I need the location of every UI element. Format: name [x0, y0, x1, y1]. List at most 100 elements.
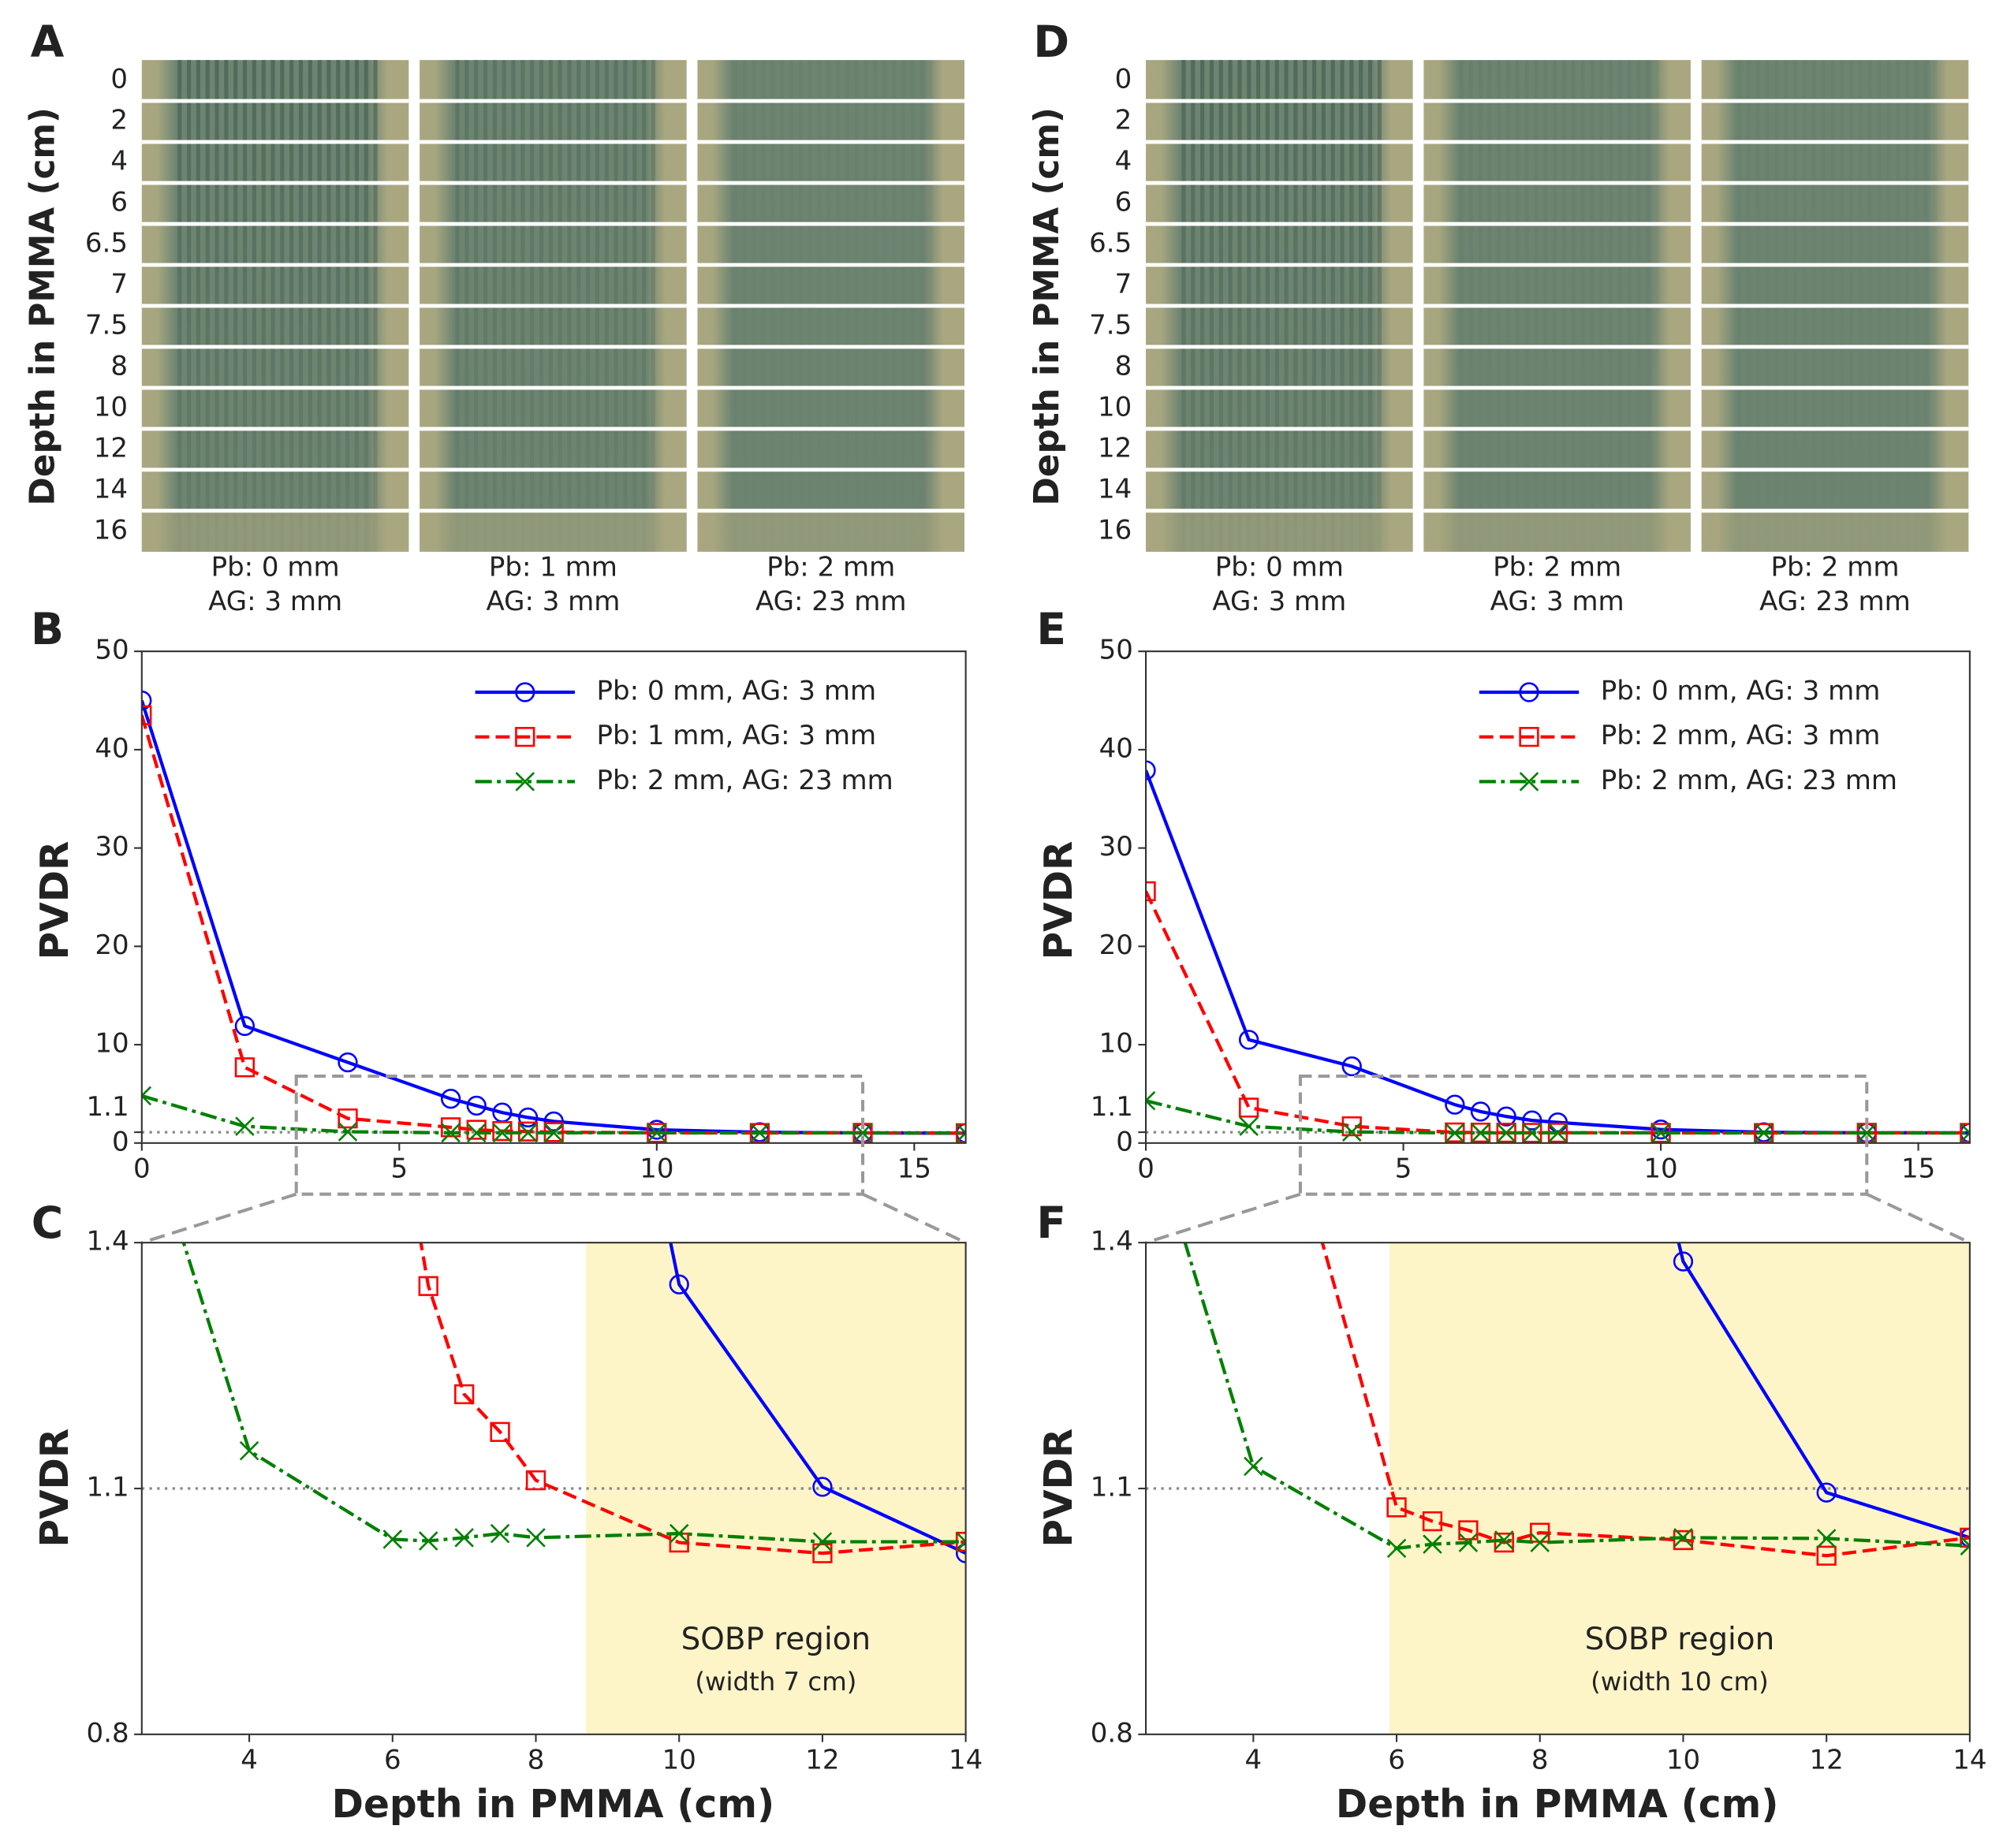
x-tick-label: 12	[1810, 1744, 1844, 1775]
x-tick-label: 5	[1395, 1153, 1412, 1184]
y-tick-label: 7	[110, 268, 128, 300]
data-point	[454, 1528, 474, 1548]
y-tick-label: 40	[1099, 732, 1133, 764]
data-point	[418, 1531, 438, 1551]
data-point	[956, 1543, 966, 1563]
column-label: Pb: 2 mm	[1770, 551, 1899, 583]
data-point	[418, 1276, 438, 1296]
data-point	[490, 1523, 510, 1544]
data-point	[812, 1532, 833, 1552]
legend-label: Pb: 1 mm, AG: 3 mm	[596, 720, 876, 751]
y-tick-label: 40	[95, 732, 129, 764]
zoom-connector	[1866, 1192, 1971, 1244]
data-point	[1673, 1529, 1694, 1551]
film-tail	[1423, 510, 1691, 552]
data-point	[1960, 1123, 1970, 1143]
y-tick-label: 8	[110, 350, 128, 382]
legend-label: Pb: 2 mm, AG: 23 mm	[596, 765, 893, 796]
data-point	[1471, 1123, 1490, 1143]
data-point	[1386, 1497, 1407, 1518]
data-point	[467, 1123, 487, 1143]
x-tick-label: 10	[662, 1744, 696, 1775]
legend-marker	[1519, 772, 1539, 792]
data-point	[956, 1123, 966, 1143]
film-tail	[697, 510, 965, 552]
data-point	[1244, 1456, 1263, 1477]
x-tick-label: 8	[1531, 1744, 1549, 1775]
y-tick-label: 6	[110, 187, 128, 218]
x-tick-label: 15	[897, 1153, 931, 1184]
legend-label: Pb: 2 mm, AG: 3 mm	[1601, 720, 1881, 751]
annotation: (width 10 cm)	[1591, 1667, 1769, 1697]
data-point	[1341, 1116, 1362, 1137]
y-axis-label: Depth in PMMA (cm)	[23, 107, 63, 505]
data-point	[1673, 1251, 1694, 1272]
y-axis-label: PVDR	[1037, 1429, 1081, 1548]
x-tick-label: 4	[1245, 1744, 1263, 1775]
data-point	[490, 1421, 510, 1442]
data-point	[141, 1086, 152, 1106]
data-point	[1458, 1520, 1479, 1541]
y-tick-label: 8	[1115, 350, 1132, 382]
data-point	[1146, 881, 1156, 902]
data-point	[543, 1111, 564, 1132]
film-tail	[141, 510, 409, 552]
data-point	[1857, 1123, 1877, 1143]
data-point	[1816, 1545, 1837, 1566]
x-tick-label: 14	[1953, 1744, 1986, 1775]
data-point	[1445, 1123, 1465, 1143]
data-point	[382, 1529, 403, 1549]
x-tick-label: 6	[1388, 1744, 1405, 1775]
y-axis-label: PVDR	[1037, 841, 1081, 960]
data-point	[1239, 1097, 1259, 1118]
series-line	[1320, 1243, 1970, 1558]
data-point	[234, 1015, 256, 1037]
legend-label: Pb: 0 mm, AG: 3 mm	[596, 675, 876, 706]
y-axis-label: PVDR	[33, 841, 77, 960]
series-line	[419, 1243, 966, 1556]
data-point	[1496, 1123, 1516, 1143]
data-point	[338, 1122, 358, 1142]
y-tick-label: 6.5	[85, 228, 128, 259]
x-tick-label: 0	[1137, 1153, 1154, 1184]
data-point	[440, 1117, 461, 1138]
axes-frame	[1144, 1242, 1971, 1735]
plot-area	[181, 1243, 966, 1563]
x-tick-label: 12	[805, 1744, 839, 1775]
y-tick-label: 1.1	[87, 1091, 129, 1123]
data-point	[1494, 1532, 1514, 1553]
y-tick-label: 2	[1115, 105, 1132, 136]
column-label: AG: 23 mm	[1759, 586, 1911, 617]
axes-frame	[140, 650, 967, 1144]
data-point	[526, 1528, 546, 1548]
data-point	[239, 1440, 259, 1461]
data-point	[1494, 1530, 1514, 1550]
legend-marker	[515, 772, 535, 792]
data-point	[1522, 1123, 1542, 1143]
column-label: Pb: 0 mm	[1215, 551, 1344, 583]
plot-area	[141, 690, 966, 1143]
plot-area	[1183, 1243, 1970, 1566]
data-point	[852, 1123, 873, 1143]
zoom-box	[294, 1074, 865, 1196]
data-point	[454, 1384, 475, 1405]
y-tick-label: 20	[95, 930, 129, 961]
panel-label: C	[32, 1198, 63, 1248]
y-tick-label: 0.8	[87, 1717, 129, 1749]
y-tick-label: 0	[112, 1126, 129, 1157]
column-label: Pb: 2 mm	[1493, 551, 1621, 583]
data-point	[1754, 1123, 1774, 1143]
x-tick-label: 6	[384, 1744, 401, 1775]
y-tick-label: 30	[1099, 831, 1133, 863]
column-label: AG: 3 mm	[208, 586, 342, 617]
data-point	[338, 1052, 358, 1073]
data-point	[750, 1123, 770, 1143]
column-label: Pb: 1 mm	[489, 551, 617, 583]
series-line	[1183, 1243, 1970, 1551]
data-point	[1386, 1538, 1407, 1559]
data-point	[1341, 1056, 1362, 1077]
data-point	[543, 1123, 564, 1143]
y-tick-label: 1.1	[1091, 1471, 1133, 1503]
annotation: SOBP region	[681, 1622, 871, 1657]
